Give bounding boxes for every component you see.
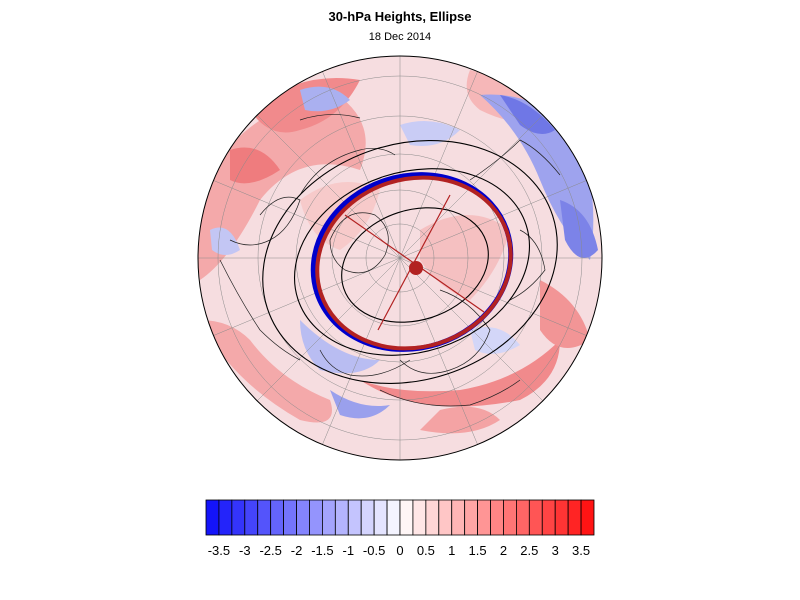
colorbar-box xyxy=(412,499,427,536)
colorbar-tick-label: 0 xyxy=(396,543,403,558)
globe-outline xyxy=(197,55,603,461)
coastlines xyxy=(219,114,561,407)
colorbar-box xyxy=(231,499,246,536)
colorbar-tick-label: 2.5 xyxy=(520,543,538,558)
colorbar-box xyxy=(503,499,517,536)
map-title: 30-hPa Heights, Ellipse xyxy=(328,9,472,24)
colorbar-tick-label: -1.5 xyxy=(311,543,333,558)
colorbar-box xyxy=(334,499,349,536)
colorbar-box xyxy=(283,499,297,536)
colorbar-ticks: -3.5 -3 -2.5 -2 -1.5 -1 -0.5 0 0.5 1 1.5 2 2.5 3 3.5 xyxy=(208,543,590,558)
colorbar-box xyxy=(477,499,491,536)
colorbar-box xyxy=(451,499,466,536)
colorbar-box xyxy=(205,499,220,536)
colorbar-box xyxy=(399,499,414,536)
colorbar-box xyxy=(309,499,323,536)
colorbar-box xyxy=(464,499,478,536)
map-date: 18 Dec 2014 xyxy=(368,31,432,43)
colorbar-tick-label: -2.5 xyxy=(259,543,281,558)
colorbar-tick-label: -3.5 xyxy=(208,543,230,558)
colorbar-box xyxy=(567,499,582,536)
colorbar-tick-label: 1.5 xyxy=(469,543,487,558)
colorbar-tick-label: 3.5 xyxy=(572,543,590,558)
colorbar-tick-label: -2 xyxy=(291,543,303,558)
colorbar-tick-label: -3 xyxy=(239,543,251,558)
colorbar-box xyxy=(244,499,259,536)
colorbar-tick-label: 0.5 xyxy=(417,543,435,558)
colorbar-box xyxy=(490,499,504,536)
colorbar-tick-label: 1 xyxy=(448,543,455,558)
colorbar-box xyxy=(580,499,595,536)
colorbar-box xyxy=(516,499,530,536)
colorbar-box xyxy=(347,499,362,536)
colorbar-tick-label: 2 xyxy=(500,543,507,558)
ellipse-center-marker xyxy=(409,261,423,275)
colorbar-box xyxy=(554,499,569,536)
colorbar-tick-label: -0.5 xyxy=(363,543,385,558)
colorbar-tick-label: 3 xyxy=(552,543,559,558)
colorbar-box xyxy=(528,499,543,536)
colorbar-box xyxy=(373,499,388,536)
colorbar-box xyxy=(541,499,556,536)
colorbar-box xyxy=(218,499,233,536)
colorbar-tick-label: -1 xyxy=(342,543,354,558)
colorbar-boxes xyxy=(205,499,595,536)
graticule xyxy=(198,56,602,460)
colorbar-box xyxy=(270,499,284,536)
colorbar-box xyxy=(438,499,453,536)
colorbar-box xyxy=(296,499,310,536)
colorbar-box xyxy=(257,499,272,536)
colorbar-box xyxy=(386,499,401,536)
colorbar-box xyxy=(425,499,440,536)
colorbar-box xyxy=(360,499,375,536)
fitted-ellipse xyxy=(315,175,513,351)
colorbar-box xyxy=(321,499,336,536)
height-contours xyxy=(262,140,558,384)
